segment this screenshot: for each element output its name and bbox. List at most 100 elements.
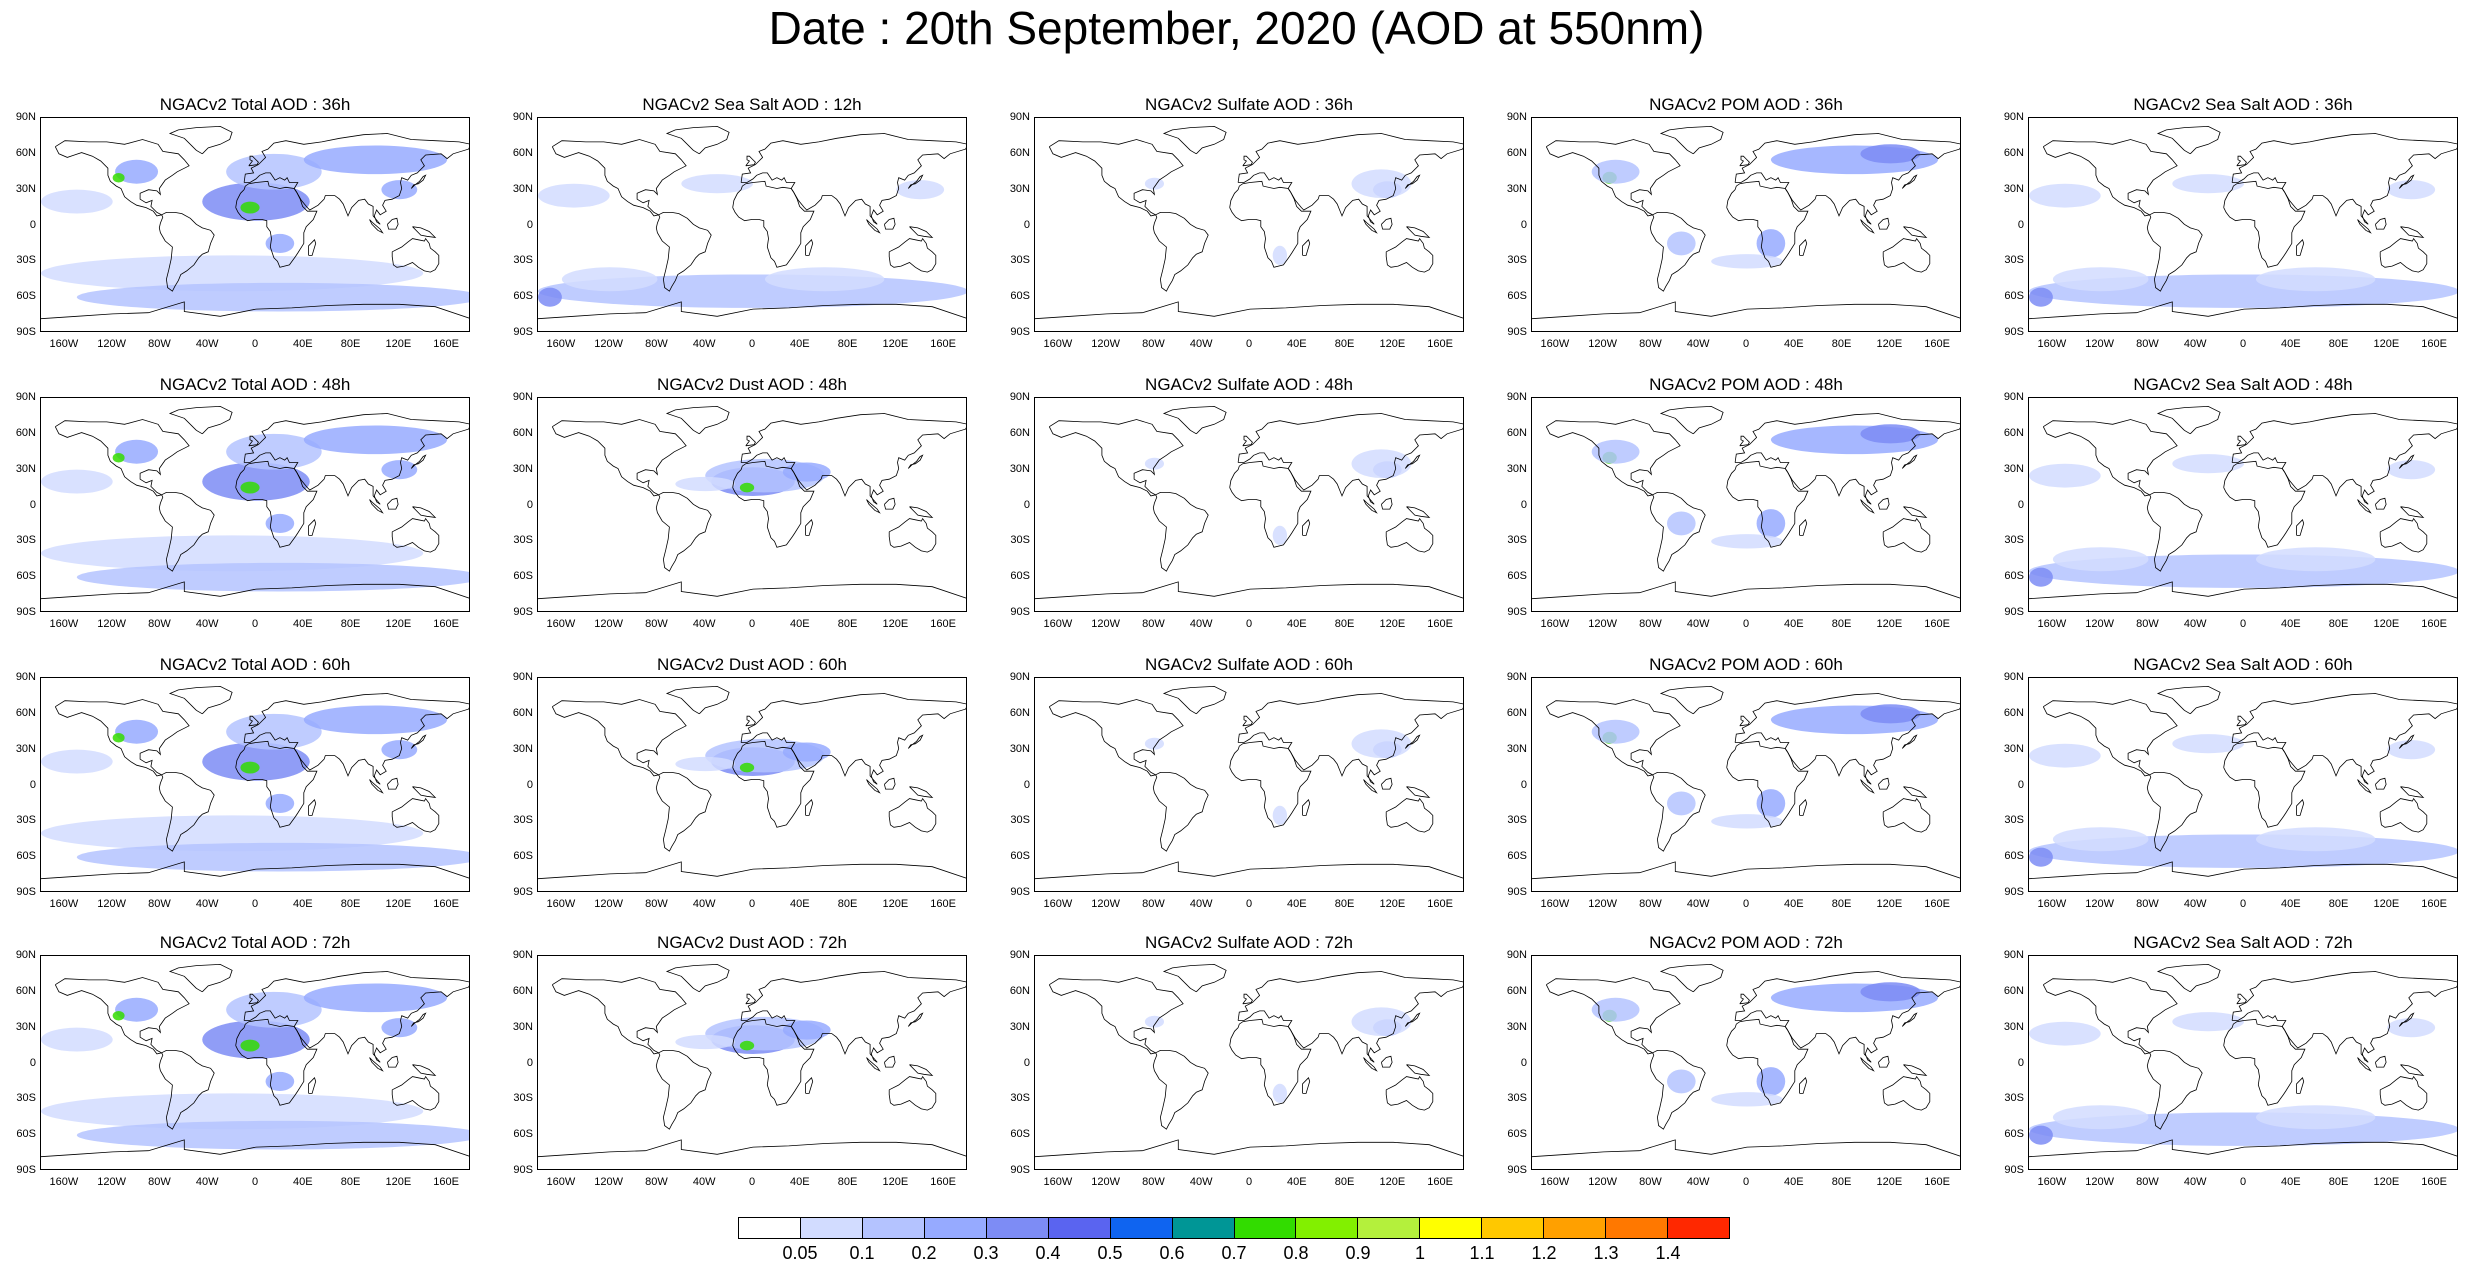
coastline	[2398, 454, 2415, 469]
coastline	[1363, 1057, 1378, 1072]
lon-tick-label: 120W	[1091, 618, 1121, 630]
lat-tick-label: 60N	[1009, 706, 1030, 719]
coastline	[1242, 435, 1253, 447]
coastline	[665, 685, 730, 715]
colorbar-swatch	[1234, 1218, 1297, 1238]
coastline	[1649, 772, 1706, 852]
aod-field-blob	[112, 452, 125, 463]
coastline	[551, 977, 687, 1055]
lat-tick-label: 30N	[512, 182, 533, 195]
coastline	[1385, 797, 1434, 833]
lon-tick-label: 160W	[2037, 338, 2067, 350]
colorbar-swatch	[1110, 1218, 1173, 1238]
map-panel: NGACv2 Sulfate AOD : 60h 90N 60N 30N 0 30S 60S…	[994, 655, 1494, 925]
aod-field-blob	[115, 439, 159, 464]
coastline	[1152, 492, 1209, 572]
lat-tick-label: 60S	[513, 290, 533, 303]
coastline	[410, 454, 427, 469]
coastline	[2231, 413, 2457, 505]
panel-title: NGACv2 Total AOD : 60h	[159, 655, 351, 674]
lon-tick-label: 120W	[594, 1176, 624, 1188]
lat-tick-label: 90S	[513, 606, 533, 618]
lat-tick-label: 30N	[512, 1020, 533, 1033]
coastline	[888, 517, 937, 553]
lon-tick-label: 40E	[2280, 898, 2301, 910]
lat-tick-label: 0	[29, 778, 36, 791]
lon-tick-label: 40W	[2183, 1176, 2207, 1188]
aod-field-blob	[1144, 457, 1164, 470]
lat-tick-label: 60N	[2003, 984, 2024, 997]
lon-tick-label: 80E	[340, 618, 361, 630]
lat-tick-label: 60S	[2004, 290, 2024, 303]
map-panel: NGACv2 Sea Salt AOD : 72h 90N 60N 30N 0 30S 60…	[1988, 933, 2473, 1203]
colorbar-swatch	[986, 1218, 1049, 1238]
world-map	[1531, 677, 1961, 892]
coastline	[732, 460, 815, 548]
lon-tick-label: 80W	[148, 338, 171, 350]
coastline	[732, 180, 815, 268]
coastline	[909, 226, 934, 238]
coastline	[410, 734, 427, 749]
aod-field-blob	[538, 183, 610, 208]
map-panel: NGACv2 POM AOD : 36h 90N 60N 30N 0 30S 60S 90S 1…	[1491, 95, 1991, 365]
coastline	[866, 779, 881, 794]
lon-tick-label: 120E	[882, 898, 909, 910]
lon-tick-label: 80E	[340, 1176, 361, 1188]
aod-field-blob	[202, 1020, 310, 1059]
lon-tick-label: 80E	[340, 338, 361, 350]
lat-tick-label: 0	[1520, 218, 1527, 231]
lon-tick-label: 40E	[292, 338, 313, 350]
aod-field-blob	[41, 189, 113, 214]
aod-field-blob	[1591, 997, 1640, 1022]
lon-tick-label: 120W	[594, 898, 624, 910]
lon-tick-label: 120E	[1379, 898, 1406, 910]
coastline	[909, 786, 934, 798]
map-panel: NGACv2 Dust AOD : 60h 90N 60N 30N 0 30S 60S 90S…	[497, 655, 997, 925]
lon-tick-label: 120E	[1876, 618, 1903, 630]
lat-tick-label: 30S	[1507, 254, 1527, 267]
lon-tick-label: 40W	[2183, 338, 2207, 350]
lon-tick-label: 120E	[1876, 1176, 1903, 1188]
lat-tick-label: 60N	[1009, 426, 1030, 439]
lon-tick-label: 120E	[882, 1176, 909, 1188]
coastline	[1726, 460, 1809, 548]
world-map	[40, 117, 470, 332]
coastline	[2296, 1077, 2305, 1094]
lon-tick-label: 160W	[1540, 338, 1570, 350]
lat-tick-label: 60N	[15, 146, 36, 159]
lon-tick-label: 120E	[385, 898, 412, 910]
coastline	[1302, 799, 1311, 816]
coastline	[2379, 1075, 2428, 1111]
coastline	[2398, 174, 2415, 189]
aod-field-blob	[2387, 180, 2436, 200]
coastline	[732, 1018, 815, 1106]
lon-tick-label: 80W	[1142, 1176, 1165, 1188]
coastline	[538, 861, 966, 880]
coastline	[1532, 301, 1960, 320]
lon-tick-label: 160W	[1540, 618, 1570, 630]
coastline	[410, 174, 427, 189]
coastline	[308, 239, 317, 256]
coastline	[866, 1057, 881, 1072]
coastline	[1381, 217, 1393, 230]
coastline	[2357, 219, 2372, 234]
coastline	[2236, 435, 2247, 447]
map-panel: NGACv2 Total AOD : 60h 90N 60N 30N 0 30S 60S 90…	[0, 655, 500, 925]
aod-field-blob	[2029, 463, 2101, 488]
lon-tick-label: 80W	[645, 338, 668, 350]
lon-tick-label: 0	[1245, 618, 1253, 630]
colorbar-label: 0.8	[1283, 1243, 1309, 1263]
coastline	[1237, 693, 1463, 785]
aod-field-blob	[2029, 567, 2053, 587]
aod-field-blob	[1860, 982, 1921, 1002]
lon-tick-label: 120W	[97, 1176, 127, 1188]
lon-tick-label: 160W	[2037, 618, 2067, 630]
colorbar-swatch	[1172, 1218, 1235, 1238]
lon-tick-label: 120E	[1379, 618, 1406, 630]
aod-field-blob	[1144, 737, 1164, 750]
coastline	[2236, 155, 2247, 167]
aod-field-blob	[2029, 743, 2101, 768]
lon-tick-label: 80W	[2136, 1176, 2159, 1188]
lon-tick-label: 40E	[1783, 898, 1804, 910]
lat-tick-label: 30S	[2004, 254, 2024, 267]
